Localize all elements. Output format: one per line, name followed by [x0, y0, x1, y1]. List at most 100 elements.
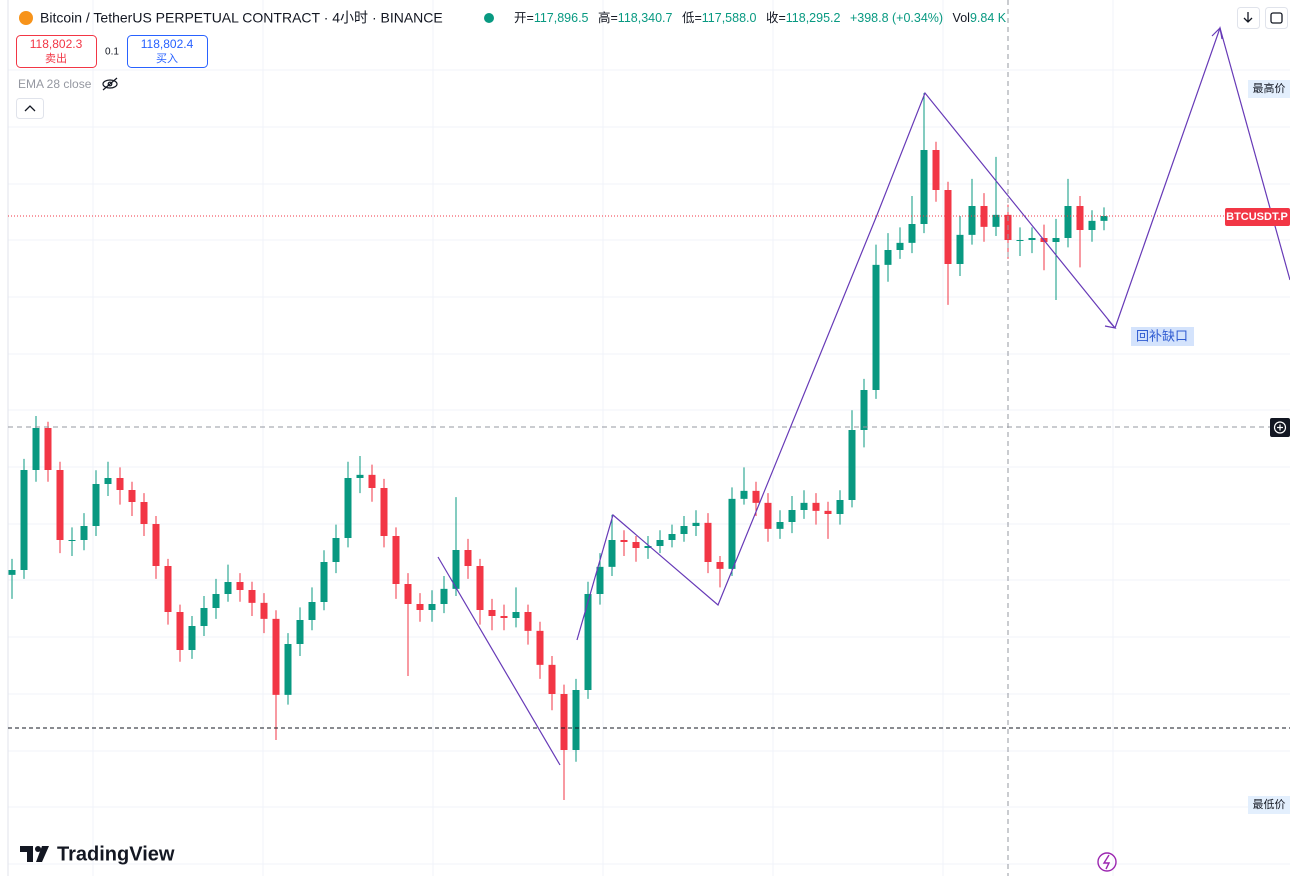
sell-button[interactable]	[16, 35, 97, 68]
annotation-bg	[1131, 327, 1194, 346]
candle-body	[512, 612, 520, 618]
annotation[interactable]: 回补缺口	[1136, 328, 1188, 343]
symbol-title[interactable]: Bitcoin / TetherUS PERPETUAL CONTRACT · …	[40, 10, 443, 26]
sell-price: 118,802.3	[30, 37, 83, 51]
candle-body	[992, 214, 1000, 227]
candle-body	[476, 566, 484, 610]
candle-body	[668, 534, 676, 540]
candle-body	[1076, 206, 1084, 230]
candle-body	[548, 664, 556, 694]
candle-body	[524, 612, 532, 631]
candle-body	[788, 510, 796, 522]
candle-body	[812, 502, 820, 511]
candle-body	[1088, 220, 1096, 230]
candle-body	[500, 616, 508, 618]
plus-icon	[1273, 421, 1287, 434]
candle-body	[1016, 240, 1024, 241]
candle-body	[320, 562, 328, 602]
candle-body	[296, 620, 304, 644]
candle-body	[824, 510, 832, 514]
ohlc-label: 高=	[598, 10, 618, 25]
candle-body	[896, 242, 904, 250]
coin-icon	[19, 11, 33, 25]
reset-button[interactable]	[1265, 7, 1288, 29]
candle-body	[164, 566, 172, 612]
buy-label: 买入	[156, 52, 178, 65]
candle-body	[956, 234, 964, 264]
candle-body	[308, 602, 316, 620]
change: +398.8 (+0.34%)	[850, 11, 943, 25]
ohlc-value: 117,896.5	[534, 11, 589, 25]
candle-body	[200, 608, 208, 626]
candle-body	[128, 490, 136, 502]
candle-body	[908, 224, 916, 243]
buy-button[interactable]	[127, 35, 208, 68]
candle-body	[752, 490, 760, 503]
ohlc-value: 118,295.2	[786, 11, 841, 25]
reset-icon	[1270, 12, 1283, 24]
candle-body	[416, 604, 424, 610]
flash-button[interactable]	[1097, 852, 1117, 872]
candle-body	[68, 540, 76, 541]
candle-body	[572, 690, 580, 750]
candle-body	[428, 604, 436, 610]
grid	[7, 0, 1290, 876]
candle-body	[836, 500, 844, 514]
candle-body	[728, 498, 736, 569]
candle-body	[860, 390, 868, 430]
wave-drawing	[437, 25, 1290, 766]
candle-body	[80, 526, 88, 540]
candle-body	[680, 526, 688, 534]
candle-body	[620, 540, 628, 542]
brand-logo	[20, 846, 49, 862]
candle-body	[344, 478, 352, 538]
ohlc-label: 开=	[514, 11, 534, 25]
high-label: 最高价	[1253, 81, 1286, 95]
ohlc-value: 117,588.0	[702, 11, 757, 25]
candle-body	[440, 588, 448, 604]
volume-label: Vol	[953, 11, 970, 25]
candle-body	[740, 490, 748, 499]
candle-body	[20, 470, 28, 570]
candle-body	[104, 478, 112, 484]
candle-body	[116, 478, 124, 490]
candle-body	[716, 562, 724, 569]
candle-body	[692, 522, 700, 526]
high-label-bg	[1248, 80, 1290, 98]
candle-body	[560, 694, 568, 750]
volume: 9.84 K	[970, 11, 1007, 25]
collapse-button[interactable]	[16, 98, 44, 119]
indicator-legend[interactable]: EMA 28 close	[18, 77, 92, 91]
candle-body	[44, 428, 52, 470]
candle-body	[764, 502, 772, 529]
candle-body	[848, 430, 856, 500]
buy-price: 118,802.4	[141, 37, 194, 51]
candle-body	[140, 502, 148, 524]
candle-body	[380, 488, 388, 536]
ohlc-label: 收=	[766, 11, 786, 25]
low-label: 最低价	[1253, 798, 1286, 811]
candle-body	[464, 550, 472, 566]
symbol-price-tag	[1225, 208, 1290, 226]
candle-body	[944, 190, 952, 264]
candle-body	[596, 566, 604, 594]
candle-body	[272, 618, 280, 695]
low-label-bg	[1248, 796, 1290, 814]
visibility-toggle[interactable]	[102, 77, 118, 91]
candle-body	[260, 602, 268, 619]
candle-body	[8, 570, 16, 575]
candle-body	[188, 626, 196, 650]
collapse-icon	[24, 105, 36, 112]
ohlc-label: 低=	[682, 11, 702, 25]
candle-body	[932, 150, 940, 190]
candle-body	[368, 474, 376, 488]
candle-body	[248, 590, 256, 603]
symbol-label: BTCUSDT.P	[1226, 211, 1288, 223]
candle-body	[968, 206, 976, 235]
candle-body	[776, 522, 784, 529]
sell-label: 卖出	[45, 51, 67, 65]
candle-body	[392, 536, 400, 584]
candle-body	[284, 644, 292, 695]
